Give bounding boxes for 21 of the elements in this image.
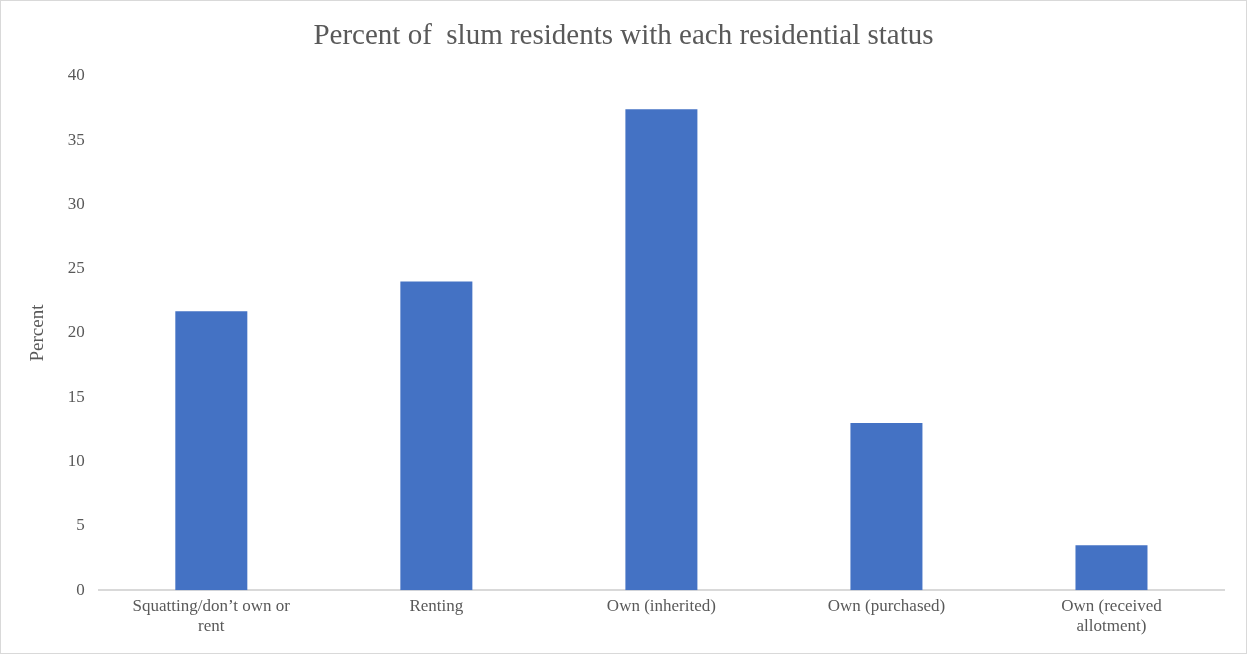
y-tick-label: 15: [67, 386, 85, 406]
x-tick-label: Renting: [409, 595, 464, 615]
x-tick-label: Own (inherited): [606, 595, 716, 615]
bar: [400, 281, 473, 591]
bar: [625, 109, 698, 591]
x-tick-label: Squatting/don’t own or rent: [132, 595, 291, 636]
bar: [1075, 545, 1148, 591]
chart-title: Percent of slum residents with each residential status: [313, 18, 934, 51]
y-tick-label: 30: [67, 193, 85, 213]
bar: [850, 423, 923, 591]
y-tick-label: 25: [67, 258, 85, 278]
y-tick-label: 0: [76, 579, 85, 599]
y-tick-label: 40: [67, 65, 85, 85]
bar: [175, 311, 248, 591]
x-tick-label: Own (purchased): [827, 595, 946, 615]
y-tick-label: 35: [67, 129, 85, 149]
y-axis-title: Percent: [26, 303, 48, 362]
y-tick-label: 10: [67, 451, 85, 471]
y-tick-label: 5: [76, 515, 85, 535]
y-tick-label: 20: [67, 322, 85, 342]
x-tick-label: Own (received allotment): [1061, 595, 1163, 636]
